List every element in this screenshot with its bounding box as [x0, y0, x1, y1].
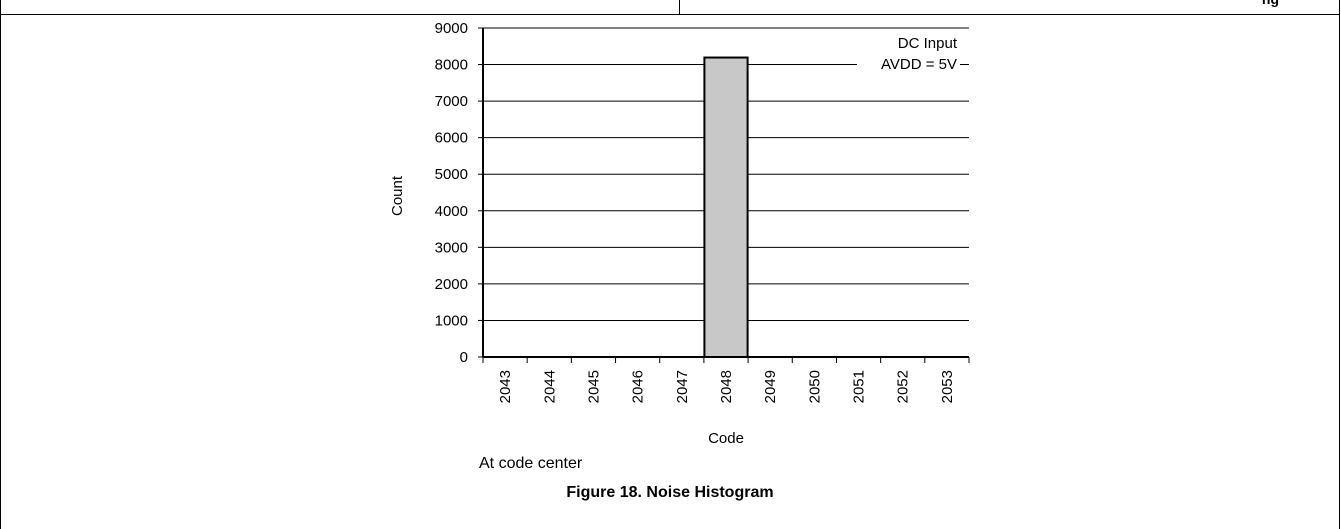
header-cut-text: ng — [1262, 0, 1279, 7]
bars — [703, 56, 749, 358]
y-tick-label-6000: 6000 — [435, 130, 468, 147]
figure-caption: Figure 18. Noise Histogram — [566, 484, 774, 501]
x-tick-label-2045: 2045 — [585, 370, 602, 403]
y-tick-label-7000: 7000 — [435, 93, 468, 110]
x-tick-label-2046: 2046 — [630, 370, 647, 403]
frame-right-border — [1339, 0, 1340, 529]
frame-top-border — [0, 14, 1340, 15]
y-tick-label-8000: 8000 — [435, 57, 468, 74]
x-tick-label-2044: 2044 — [541, 370, 558, 403]
header-cut-off: ng — [680, 0, 1339, 14]
x-tick-labels: 2043 2044 2045 2046 2047 2048 2049 2050 2051 2052… — [497, 370, 956, 403]
x-tick-label-2049: 2049 — [762, 370, 779, 403]
y-tick-label-9000: 9000 — [435, 20, 468, 37]
frame-header-divider — [679, 0, 680, 15]
annotation-line-1: AVDD = 5V — [881, 56, 957, 73]
x-tick-label-2048: 2048 — [718, 370, 735, 403]
frame-left-border — [0, 0, 1, 529]
axes — [478, 27, 970, 363]
y-tick-label-1000: 1000 — [435, 312, 468, 329]
y-tick-label-5000: 5000 — [435, 166, 468, 183]
x-tick-label-2052: 2052 — [895, 370, 912, 403]
y-axis-label: Count — [389, 175, 406, 216]
x-tick-label-2051: 2051 — [851, 370, 868, 403]
y-tick-label-2000: 2000 — [435, 276, 468, 293]
figure-note: At code center — [479, 455, 583, 472]
x-tick-label-2047: 2047 — [674, 370, 691, 403]
annotation-line-0: DC Input — [898, 35, 958, 52]
y-tick-label-3000: 3000 — [435, 239, 468, 256]
x-tick-label-2043: 2043 — [497, 370, 514, 403]
y-tick-label-0: 0 — [460, 349, 468, 366]
x-tick-label-2053: 2053 — [939, 370, 956, 403]
annotation-background — [857, 32, 960, 78]
bar-2048 — [703, 56, 749, 358]
y-tick-labels: 0 1000 2000 3000 4000 5000 6000 7000 8000 9000 — [435, 20, 468, 366]
y-tick-label-4000: 4000 — [435, 203, 468, 220]
x-axis-label: Code — [708, 430, 744, 447]
chart-annotation: DC Input AVDD = 5V — [857, 32, 960, 78]
x-tick-label-2050: 2050 — [806, 370, 823, 403]
